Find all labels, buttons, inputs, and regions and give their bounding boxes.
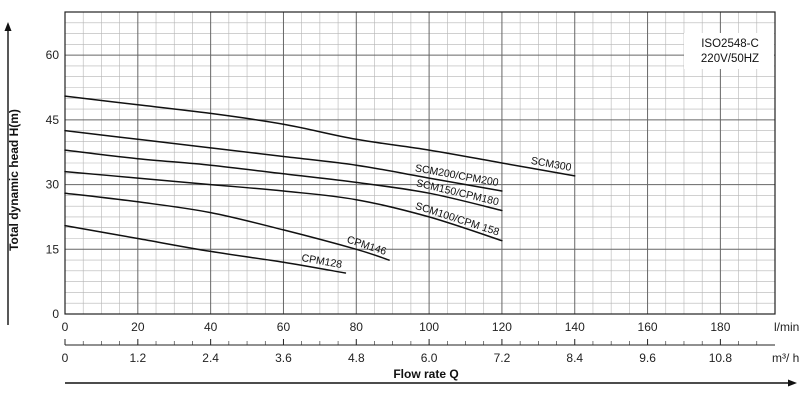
x-tick-label-secondary: 1.2: [129, 351, 146, 365]
series-line-4: [64, 192, 390, 261]
x-tick-label-primary: 20: [131, 320, 145, 334]
series-line-2: [64, 149, 503, 212]
x-tick-label-primary: 140: [565, 320, 585, 334]
x-tick-label-secondary: 6.0: [421, 351, 438, 365]
x-tick-label-secondary: 2.4: [202, 351, 219, 365]
plot-frame: [64, 11, 776, 315]
annotation-line-1: ISO2548-C: [701, 38, 759, 50]
y-axis-title: Total dynamic head H(m): [7, 109, 21, 251]
series-line-1: [64, 129, 503, 192]
y-tick-label: 30: [46, 178, 60, 192]
x-tick-label-primary: 120: [492, 320, 512, 334]
x-tick-label-primary: 100: [419, 320, 439, 334]
y-tick-label: 45: [46, 113, 60, 127]
minor-grid: [65, 12, 775, 314]
x-tick-label-primary: 40: [204, 320, 218, 334]
x-tick-label-secondary: 8.4: [566, 351, 583, 365]
series-line-5: [64, 224, 347, 274]
x-tick-label-primary: 160: [638, 320, 658, 334]
y-tick-label: 15: [46, 242, 60, 256]
plot-border: [64, 11, 776, 315]
x-unit-secondary: m³/ h: [772, 351, 799, 365]
x-tick-label-primary: 60: [277, 320, 291, 334]
secondary-x-axis: [64, 339, 775, 346]
x-tick-label-secondary: 10.8: [709, 351, 733, 365]
y-tick-label: 0: [52, 307, 59, 321]
x-tick-label-secondary: 7.2: [494, 351, 511, 365]
x-unit-primary: l/min: [774, 320, 799, 334]
y-axis-arrow-head: [4, 22, 12, 31]
x-tick-label-secondary: 3.6: [275, 351, 292, 365]
x-tick-label-secondary: 9.6: [639, 351, 656, 365]
axis-arrows: [4, 22, 797, 387]
y-tick-label: 60: [46, 48, 60, 62]
x-tick-label-secondary: 0: [62, 351, 69, 365]
x-tick-label-primary: 0: [62, 320, 69, 334]
x-tick-label-primary: 80: [350, 320, 364, 334]
x-tick-label-primary: 180: [710, 320, 730, 334]
annotation-box: [684, 33, 774, 69]
x-axis-arrow-head: [788, 379, 797, 387]
series-label-4: CPM146: [345, 234, 388, 258]
x-tick-label-secondary: 4.8: [348, 351, 365, 365]
series-line-3: [64, 170, 503, 242]
x-axis-title: Flow rate Q: [393, 367, 458, 381]
series-line-0: [64, 95, 576, 177]
tick-labels: 0 15 30 45 60 0 20 40 60 80 100 120 140 160 180 0 1.2 2.4…: [46, 48, 733, 365]
annotation-line-2: 220V/50HZ: [701, 53, 759, 65]
series-curves: [64, 95, 576, 274]
